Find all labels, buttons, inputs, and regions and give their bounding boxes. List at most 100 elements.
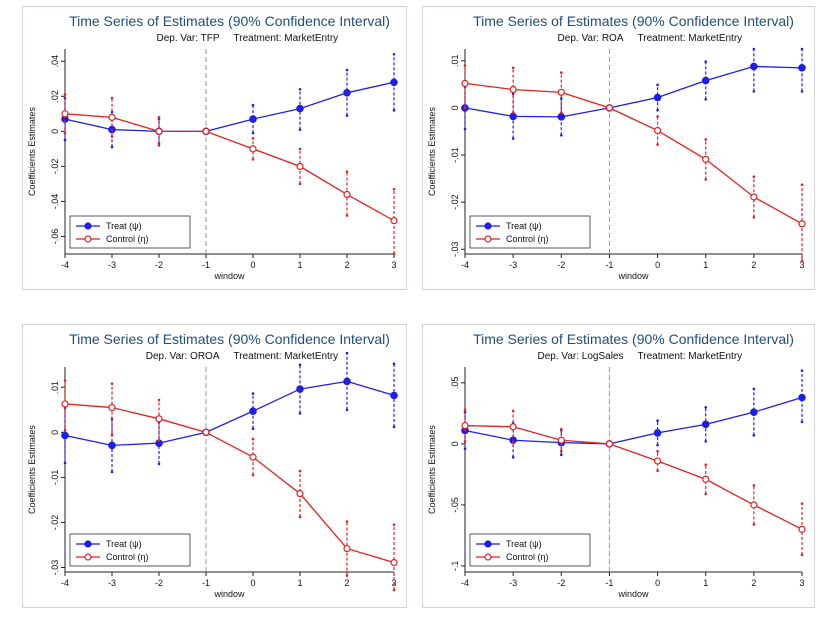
treat-ci-cap [559, 453, 563, 457]
legend-treat-label: Treat (ψ) [106, 539, 142, 549]
treat-point [798, 64, 806, 72]
legend-control-label: Control (η) [506, 552, 549, 562]
treat-point [108, 441, 116, 450]
control-series-line [464, 82, 803, 225]
treat-ci-cap [511, 455, 515, 459]
control-ci-cap [298, 515, 302, 519]
x-tick-label: -1 [605, 578, 613, 588]
x-tick-label: 1 [703, 578, 708, 588]
y-tick-label: -.01 [50, 470, 60, 486]
x-tick-label: -2 [155, 260, 163, 270]
treat-ci-cap [752, 387, 756, 391]
control-point [461, 79, 469, 88]
treat-point [249, 407, 257, 415]
x-tick-label: -3 [509, 260, 517, 270]
treat-point [509, 112, 517, 121]
x-axis-label: window [617, 271, 649, 281]
control-point [249, 145, 257, 153]
x-tick-label: -2 [155, 578, 163, 588]
treat-point [343, 377, 351, 386]
treat-point [61, 431, 69, 440]
treat-ci-cap [392, 425, 396, 429]
x-tick-label: 2 [751, 260, 756, 270]
treat-ci-cap [704, 60, 708, 64]
control-point [605, 440, 614, 448]
x-axis-label: window [213, 589, 245, 599]
treat-ci-cap [704, 405, 708, 409]
x-tick-label: -1 [605, 260, 613, 270]
treat-ci-cap [559, 97, 563, 100]
chart-panel-tfp: Time Series of Estimates (90% Confidence… [22, 6, 407, 290]
y-tick-label: -.05 [450, 497, 460, 513]
control-ci-cap [800, 553, 804, 557]
x-tick-label: 3 [799, 260, 804, 270]
control-ci-cap [752, 175, 756, 179]
control-ci-cap [800, 259, 804, 263]
y-tick-label: -.02 [50, 515, 60, 531]
control-ci-cap [157, 116, 161, 119]
control-ci-cap [110, 382, 114, 385]
x-tick-label: 2 [751, 578, 756, 588]
dep-var-label: Dep. Var: OROA [146, 351, 220, 362]
legend-control-marker [84, 235, 92, 243]
x-tick-label: 1 [297, 260, 302, 270]
control-point [798, 220, 806, 228]
chart-panel-oroa: Time Series of Estimates (90% Confidence… [22, 324, 407, 608]
treat-ci-cap [463, 410, 467, 414]
treat-series-line [64, 380, 395, 447]
control-ci-cap [511, 409, 515, 413]
x-tick-label: 1 [297, 578, 302, 588]
control-point [750, 193, 758, 201]
treat-ci-cap [345, 114, 349, 117]
x-tick-label: 0 [250, 260, 255, 270]
control-point [296, 490, 304, 498]
legend-control-label: Control (η) [106, 234, 149, 244]
control-ci-cap [63, 379, 67, 382]
control-ci-cap [800, 183, 804, 187]
x-tick-label: 0 [655, 260, 660, 270]
y-axis-label: Coefficients Estimates [27, 107, 37, 196]
treat-ci-cap [800, 90, 804, 93]
treat-ci-cap [298, 363, 302, 367]
treat-point [750, 408, 758, 416]
control-ci-cap [345, 214, 349, 217]
control-ci-cap [559, 449, 563, 453]
x-tick-label: -4 [461, 578, 469, 588]
y-tick-label: .02 [50, 90, 60, 103]
control-point [557, 436, 565, 444]
control-ci-cap [656, 143, 659, 146]
control-ci-cap [392, 187, 396, 191]
control-point [509, 423, 517, 431]
y-tick-label: .01 [50, 381, 60, 394]
legend-treat-label: Treat (ψ) [506, 221, 542, 231]
x-axis-label: window [617, 589, 649, 599]
treat-point [296, 104, 304, 113]
control-ci-cap [704, 138, 708, 141]
treat-ci-cap [511, 92, 515, 96]
control-point [702, 475, 710, 483]
chart-tfp: Time Series of Estimates (90% Confidence… [27, 13, 398, 281]
control-ci-cap [157, 398, 161, 402]
dep-var-label: Dep. Var: ROA [558, 33, 624, 44]
x-tick-label: -2 [557, 260, 565, 270]
control-ci-cap [63, 93, 67, 96]
control-point [653, 126, 662, 135]
legend-control-marker [484, 553, 492, 561]
y-axis-label: Coefficients Estimates [27, 425, 37, 514]
x-tick-label: -4 [461, 260, 469, 270]
y-tick-label: 0 [50, 430, 60, 435]
chart-title: Time Series of Estimates (90% Confidence… [69, 13, 390, 29]
control-point [108, 403, 116, 412]
treat-ci-cap [392, 109, 396, 112]
control-point [296, 162, 304, 170]
treat-ci-cap [298, 412, 302, 415]
control-ci-cap [559, 71, 563, 74]
treat-ci-cap [157, 462, 161, 466]
treat-ci-cap [704, 440, 708, 443]
x-tick-label: -4 [61, 260, 69, 270]
treat-ci-cap [251, 103, 255, 107]
control-ci-cap [656, 115, 659, 118]
control-point [390, 558, 398, 567]
control-point [61, 400, 69, 408]
y-tick-label: -.1 [450, 561, 460, 572]
